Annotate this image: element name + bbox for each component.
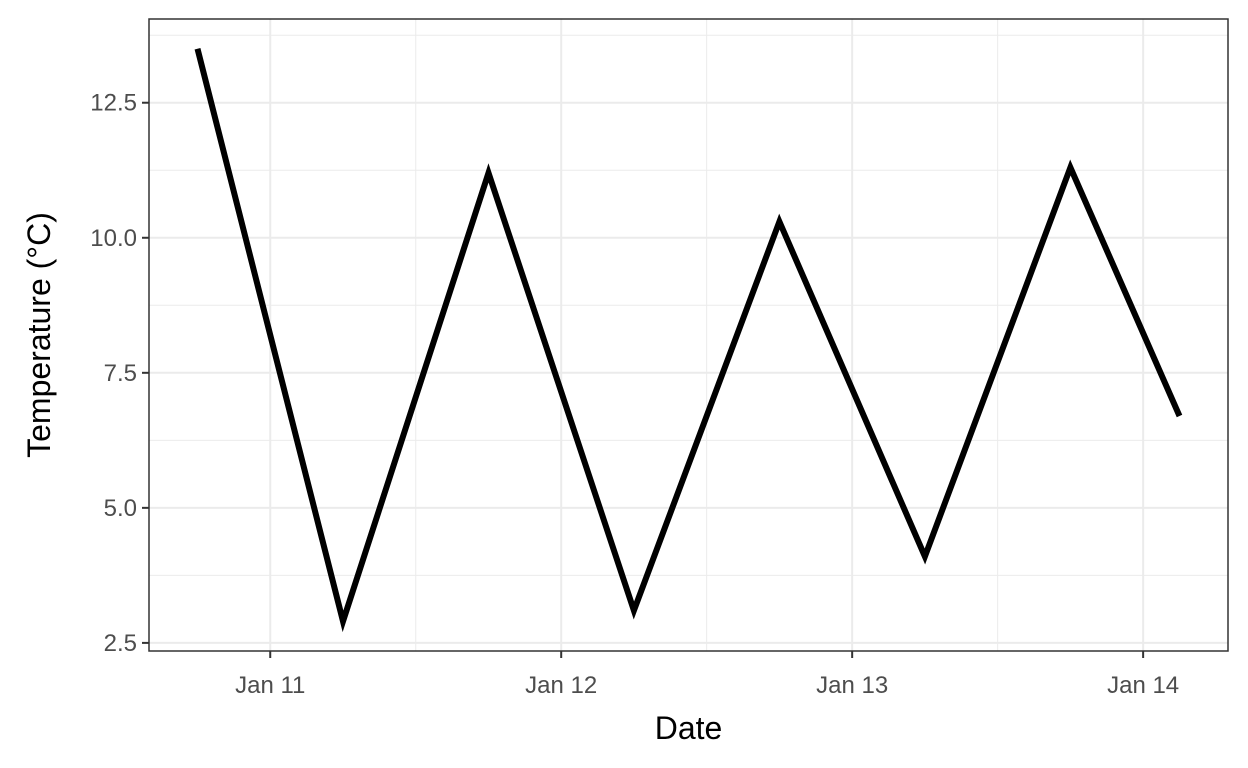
panel-border bbox=[148, 18, 1229, 652]
x-axis: Jan 11 Jan 12 Jan 13 Jan 14 bbox=[235, 651, 1179, 699]
series-layer bbox=[194, 47, 1183, 633]
x-tick-label: Jan 13 bbox=[816, 672, 888, 699]
minor-gridlines bbox=[149, 19, 1228, 651]
y-tick-label: 7.5 bbox=[104, 360, 137, 387]
x-tick-label: Jan 12 bbox=[525, 672, 597, 699]
x-tick-label: Jan 11 bbox=[235, 672, 305, 699]
y-tick-label: 10.0 bbox=[90, 225, 137, 252]
y-tick-label: 5.0 bbox=[104, 495, 137, 522]
y-tick-label: 12.5 bbox=[90, 90, 137, 117]
y-axis: 2.5 5.0 7.5 10.0 12.5 bbox=[90, 90, 149, 657]
x-axis-title: Date bbox=[655, 710, 723, 746]
panel-background bbox=[149, 19, 1228, 651]
series-line bbox=[194, 47, 1183, 633]
y-axis-title: Temperature (°C) bbox=[21, 212, 57, 458]
x-tick-label: Jan 14 bbox=[1107, 672, 1179, 699]
y-tick-label: 2.5 bbox=[104, 630, 137, 657]
